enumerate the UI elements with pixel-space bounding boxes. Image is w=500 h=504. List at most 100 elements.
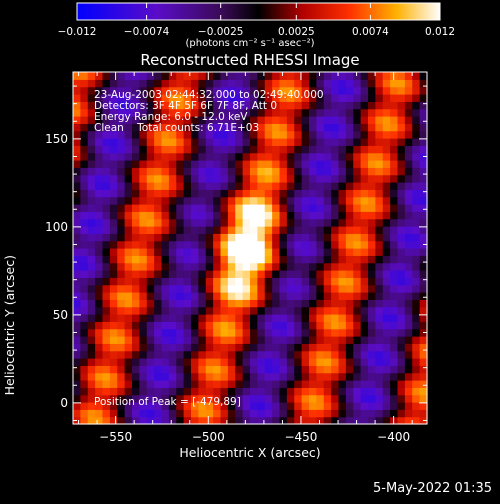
heatmap-cell (109, 321, 118, 330)
heatmap-cell (250, 394, 258, 403)
heatmap-cell (382, 218, 391, 227)
heatmap-cell (87, 240, 96, 249)
heatmap-cell (419, 387, 428, 396)
heatmap-cell (102, 262, 111, 271)
colorbar-tick-label: −0.012 (57, 26, 97, 38)
heatmap-cell (109, 196, 118, 205)
heatmap-cell (404, 365, 413, 374)
heatmap-cell (257, 343, 266, 352)
heatmap-cell (161, 174, 170, 183)
heatmap-cell (198, 189, 207, 198)
heatmap-cell (353, 387, 362, 396)
heatmap-cell (345, 86, 354, 95)
heatmap-cell (404, 167, 413, 176)
heatmap-cell (412, 167, 421, 176)
heatmap-cell (73, 79, 81, 88)
heatmap-cell (109, 306, 118, 315)
heatmap-cell (213, 328, 222, 337)
heatmap-cell (227, 123, 236, 132)
heatmap-cell (227, 145, 236, 154)
heatmap-cell (338, 321, 347, 330)
heatmap-cell (323, 336, 332, 344)
heatmap-cell (102, 204, 111, 212)
heatmap-cell (235, 299, 244, 308)
heatmap-cell (412, 240, 421, 249)
heatmap-cell (368, 306, 376, 315)
heatmap-cell (316, 284, 325, 293)
heatmap-cell (146, 189, 155, 198)
heatmap-cell (390, 387, 399, 396)
heatmap-cell (102, 402, 111, 410)
heatmap-cell (264, 328, 273, 337)
heatmap-cell (316, 262, 325, 271)
heatmap-cell (176, 86, 185, 95)
heatmap-cell (323, 306, 332, 315)
heatmap-cell (338, 270, 347, 278)
heatmap-cell (286, 409, 295, 418)
heatmap-cell (316, 270, 325, 278)
heatmap-cell (191, 86, 199, 95)
heatmap-cell (338, 255, 347, 264)
heatmap-cell (235, 116, 244, 124)
heatmap-cell (360, 174, 369, 183)
heatmap-cell (87, 86, 96, 95)
heatmap-cell (419, 94, 428, 102)
heatmap-cell (404, 343, 413, 352)
heatmap-cell (124, 365, 133, 374)
heatmap-cell (323, 211, 332, 220)
heatmap-cell (419, 189, 428, 198)
heatmap-cell (368, 116, 376, 124)
heatmap-cell (279, 270, 288, 278)
heatmap-cell (272, 284, 281, 293)
heatmap-cell (404, 372, 413, 381)
heatmap-cell (272, 108, 281, 117)
heatmap-cell (124, 130, 133, 139)
heatmap-cell (198, 130, 207, 139)
heatmap-cell (323, 365, 332, 374)
heatmap-cell (419, 218, 428, 227)
heatmap-cell (272, 218, 281, 227)
heatmap-cell (301, 321, 310, 330)
heatmap-cell (132, 233, 140, 242)
heatmap-cell (227, 372, 236, 381)
heatmap-cell (109, 394, 118, 403)
heatmap-cell (264, 255, 273, 264)
heatmap-cell (132, 336, 140, 344)
heatmap-cell (375, 72, 384, 80)
heatmap-cell (272, 372, 281, 381)
heatmap-cell (412, 270, 421, 278)
heatmap-cell (191, 336, 199, 344)
heatmap-cell (80, 299, 89, 308)
heatmap-cell (80, 248, 89, 256)
heatmap-cell (272, 94, 281, 102)
heatmap-cell (87, 123, 96, 132)
heatmap-cell (419, 123, 428, 132)
heatmap-cell (213, 306, 222, 315)
heatmap-cell (205, 86, 214, 95)
heatmap-cell (80, 116, 89, 124)
heatmap-cell (87, 277, 96, 286)
heatmap-cell (345, 174, 354, 183)
heatmap-cell (301, 394, 310, 403)
heatmap-cell (360, 416, 369, 425)
heatmap-cell (382, 101, 391, 110)
heatmap-cell (316, 196, 325, 205)
heatmap-cell (345, 218, 354, 227)
heatmap-cell (168, 321, 177, 330)
heatmap-cell (353, 108, 362, 117)
heatmap-cell (205, 174, 214, 183)
heatmap-cell (397, 306, 406, 315)
heatmap-cell (146, 160, 155, 168)
heatmap-cell (360, 328, 369, 337)
heatmap-cell (301, 174, 310, 183)
heatmap-cell (286, 123, 295, 132)
heatmap-cell (168, 380, 177, 388)
heatmap-cell (419, 72, 428, 80)
heatmap-cell (80, 182, 89, 190)
heatmap-cell (264, 299, 273, 308)
heatmap-cell (279, 299, 288, 308)
heatmap-cell (227, 277, 236, 286)
heatmap-cell (154, 350, 163, 359)
heatmap-cell (382, 394, 391, 403)
heatmap-cell (109, 358, 118, 366)
